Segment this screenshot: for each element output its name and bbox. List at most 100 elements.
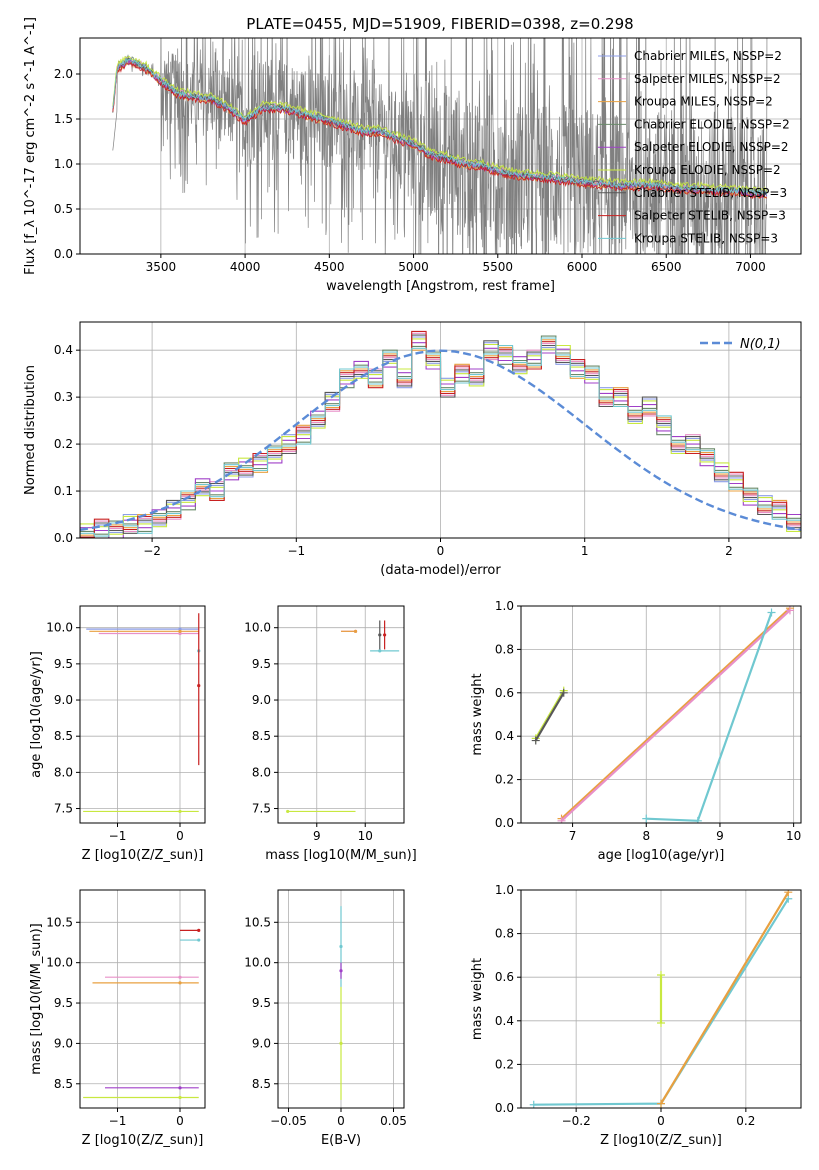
y-tick-label: 9.5: [252, 657, 271, 671]
x-tick-label: −2: [143, 544, 161, 558]
x-tick-label: 7: [569, 829, 577, 843]
massweight_vs_age-plot-area: [531, 606, 794, 823]
x-tick-label: 0: [657, 1114, 665, 1128]
y-tick-label: 0.0: [495, 1101, 514, 1115]
x-tick-label: 8: [642, 829, 650, 843]
y-tick-label: 10.0: [244, 956, 271, 970]
y-tick-label: 8.5: [252, 729, 271, 743]
mass-weight-line: [660, 891, 790, 1105]
y-tick-label: 0.1: [54, 484, 73, 498]
spectrum-model-line: [112, 58, 768, 197]
age_vs_mass-frame: [277, 605, 405, 824]
y-tick-label: 9.5: [54, 996, 73, 1010]
age_vs_mass-panel: 9 10 7.5 8.0 8.5 9.0 9.5 10.0 mass [log10(M/M_su…: [244, 605, 417, 863]
spectrum-plot-area: [112, 38, 768, 254]
mass-weight-marker: [657, 971, 665, 980]
spectrum-legend: Chabrier MILES, NSSP=2 Salpeter MILES, NS…: [598, 49, 790, 245]
data-point: [178, 1095, 182, 1100]
y-tick-label: 0.6: [495, 970, 514, 984]
x-tick-label: −0.05: [270, 1114, 307, 1128]
y-tick-label: 0.8: [495, 927, 514, 941]
x-tick-label: 9: [313, 829, 321, 843]
x-tick-label: 0.2: [736, 1114, 755, 1128]
y-axis-label: Normed distribution: [23, 365, 38, 495]
y-tick-label: 0.4: [495, 1014, 514, 1028]
massweight_vs_Z-panel: −0.2 0 0.2 0.0 0.2 0.4 0.6 0.8 1.0 Z [log10(Z/Z_s…: [470, 883, 802, 1148]
y-tick-label: 9.0: [252, 1036, 271, 1050]
y-tick-label: 8.5: [54, 729, 73, 743]
massweight_vs_age-panel: 7 8 9 10 0.0 0.2 0.4 0.6 0.8 1.0 age [log10(age/yr…: [470, 599, 802, 863]
y-tick-label: 1.0: [495, 599, 514, 613]
data-point: [178, 809, 182, 814]
mass-weight-marker: [784, 890, 793, 897]
mass-weight-marker: [642, 814, 651, 823]
data-point: [378, 633, 382, 637]
y-axis-label: Flux [f_λ 10^-17 erg cm^-2 s^-1 A^-1]: [23, 17, 38, 275]
gaussian-curve: [80, 349, 801, 531]
y-tick-label: 0.3: [54, 390, 73, 404]
x-tick-label: 3500: [146, 260, 177, 274]
y-tick-label: 2.0: [54, 67, 73, 81]
y-tick-label: 10.0: [46, 956, 73, 970]
x-tick-label: 0: [176, 829, 184, 843]
mass-weight-marker: [557, 816, 566, 823]
y-tick-label: 0.0: [54, 247, 73, 261]
x-tick-label: 0.05: [380, 1114, 407, 1128]
legend-entry: Chabrier ELODIE, NSSP=2: [634, 117, 790, 131]
mass-weight-line: [560, 607, 791, 820]
x-tick-label: 9: [716, 829, 724, 843]
x-axis-label: Z [log10(Z/Z_sun)]: [82, 1133, 204, 1148]
y-tick-label: 0.2: [495, 773, 514, 787]
y-tick-label: 9.5: [54, 657, 73, 671]
y-tick-label: 0.0: [495, 816, 514, 830]
histogram-step-line: [80, 337, 801, 538]
x-tick-label: 4500: [314, 260, 345, 274]
x-tick-label: −1: [287, 544, 305, 558]
x-tick-label: 6500: [651, 260, 682, 274]
x-tick-label: 1: [581, 544, 589, 558]
x-tick-label: 10: [786, 829, 801, 843]
y-tick-label: 8.0: [252, 765, 271, 779]
y-tick-label: 9.0: [252, 693, 271, 707]
x-axis-label: age [log10(age/yr)]: [598, 848, 725, 863]
data-point: [383, 633, 387, 637]
x-axis-label: wavelength [Angstrom, rest frame]: [326, 279, 555, 294]
y-tick-label: 0.0: [54, 531, 73, 545]
y-tick-label: 9.5: [252, 996, 271, 1010]
x-axis-label: E(B-V): [321, 1133, 361, 1148]
x-axis-label: Z [log10(Z/Z_sun)]: [600, 1133, 722, 1148]
legend-entry: Kroupa ELODIE, NSSP=2: [634, 163, 781, 177]
mass-weight-marker: [529, 1100, 538, 1108]
figure-title: PLATE=0455, MJD=51909, FIBERID=0398, z=0…: [246, 15, 633, 33]
legend-entry: Chabrier STELIB, NSSP=3: [634, 186, 787, 200]
x-axis-label: (data-model)/error: [380, 563, 501, 578]
y-tick-label: 0.6: [495, 686, 514, 700]
data-point: [339, 1041, 343, 1046]
data-point: [378, 649, 382, 653]
x-tick-label: 5000: [398, 260, 429, 274]
data-point: [339, 944, 343, 949]
mass-weight-marker: [531, 736, 540, 745]
legend-entry: Kroupa MILES, NSSP=2: [634, 95, 773, 109]
massweight_vs_Z-plot-area: [529, 890, 793, 1108]
legend-entry: Salpeter MILES, NSSP=2: [634, 72, 781, 86]
spectrum-model-line: [112, 61, 768, 200]
y-tick-label: 10.0: [244, 621, 271, 635]
y-tick-label: 0.2: [54, 437, 73, 451]
y-tick-label: 10.0: [46, 621, 73, 635]
x-tick-label: 5500: [483, 260, 514, 274]
mass_vs_EBV-plot-area: [339, 906, 343, 1100]
data-point: [178, 981, 182, 985]
data-point: [178, 975, 182, 979]
mass_vs_Z-plot-area: [83, 928, 201, 1100]
y-tick-label: 8.0: [54, 765, 73, 779]
x-tick-label: 2: [725, 544, 733, 558]
y-axis-label: mass weight: [470, 673, 485, 755]
y-tick-label: 1.5: [54, 112, 73, 126]
mass-weight-marker: [785, 606, 794, 615]
residuals-panel: −2 −1 0 1 2 0.0 0.1 0.2 0.3 0.4 (data-model)/error…: [23, 321, 802, 578]
x-tick-label: 0: [176, 1114, 184, 1128]
x-tick-label: −0.2: [562, 1114, 591, 1128]
y-axis-label: age [log10(age/yr)]: [29, 651, 44, 778]
